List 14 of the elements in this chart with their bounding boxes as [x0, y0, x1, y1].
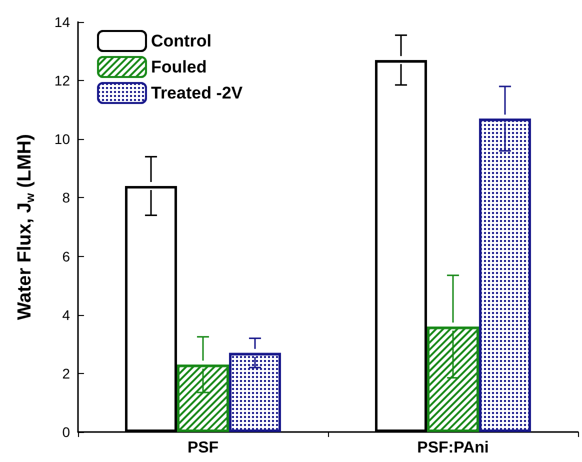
- x-tick-label: PSF: [187, 440, 219, 456]
- y-tick-label: 2: [62, 365, 70, 382]
- x-tick-label: PSF:PAni: [417, 440, 489, 456]
- y-tick-label: 12: [54, 72, 70, 89]
- y-tick-label: 8: [62, 190, 70, 206]
- legend-label: Treated -2V: [151, 84, 244, 102]
- y-tick-label: 10: [54, 131, 70, 148]
- legend-label: Fouled: [151, 58, 207, 76]
- y-tick-label: 6: [62, 248, 70, 264]
- y-tick-label: 4: [62, 306, 70, 323]
- y-tick-label: 0: [62, 424, 70, 440]
- legend-label: Control: [151, 32, 212, 50]
- y-tick-label: 14: [54, 14, 70, 30]
- y-axis-title: Water Flux, Jw (LMH): [14, 134, 37, 320]
